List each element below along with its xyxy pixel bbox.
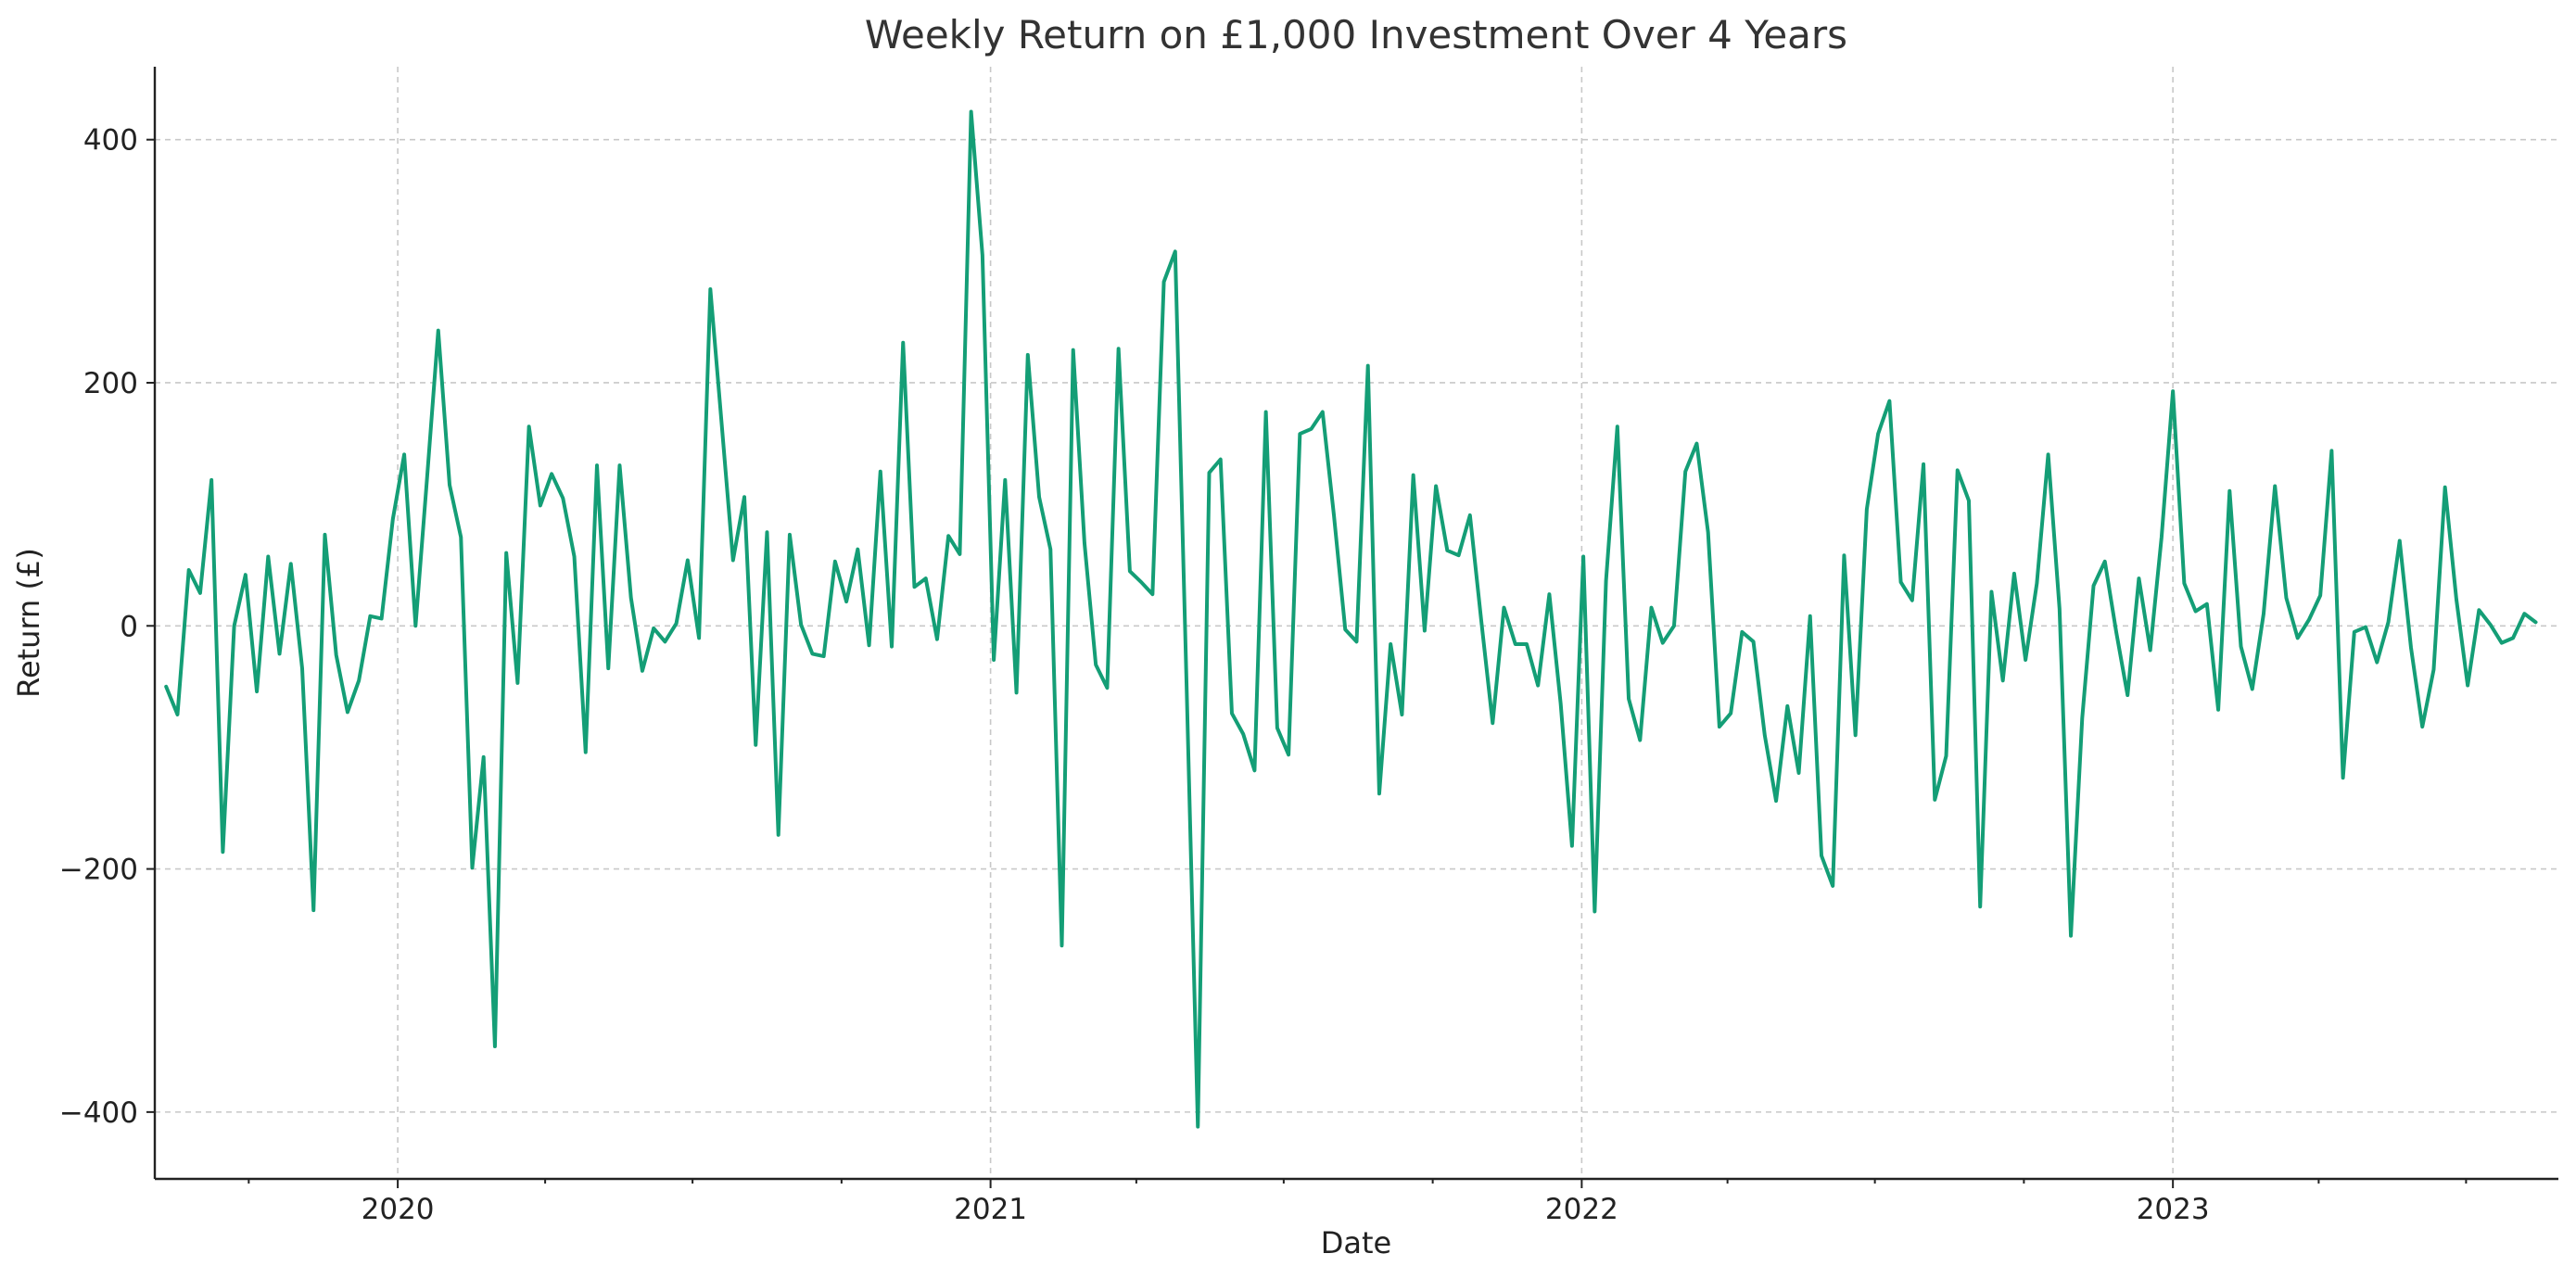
y-tick-label: 400 <box>83 124 138 158</box>
series-layer <box>164 109 2538 1129</box>
series-line <box>164 109 2538 1129</box>
x-axis-label: Date <box>1321 1225 1391 1260</box>
axis-ticks: −400 −200 0 200 400 2020 2021 2022 2023 <box>59 124 2468 1226</box>
y-axis-label: Return (£) <box>11 548 46 698</box>
x-tick-label: 2023 <box>2137 1193 2210 1226</box>
y-tick-label: −400 <box>59 1096 138 1130</box>
axes <box>153 67 2558 1181</box>
y-tick-label: 200 <box>83 367 138 400</box>
chart-title: Weekly Return on £1,000 Investment Over … <box>865 12 1847 57</box>
x-tick-label: 2020 <box>362 1193 435 1226</box>
y-tick-label: −200 <box>59 854 138 887</box>
x-tick-label: 2021 <box>954 1193 1027 1226</box>
y-tick-label: 0 <box>120 610 138 643</box>
x-tick-label: 2022 <box>1545 1193 1618 1226</box>
